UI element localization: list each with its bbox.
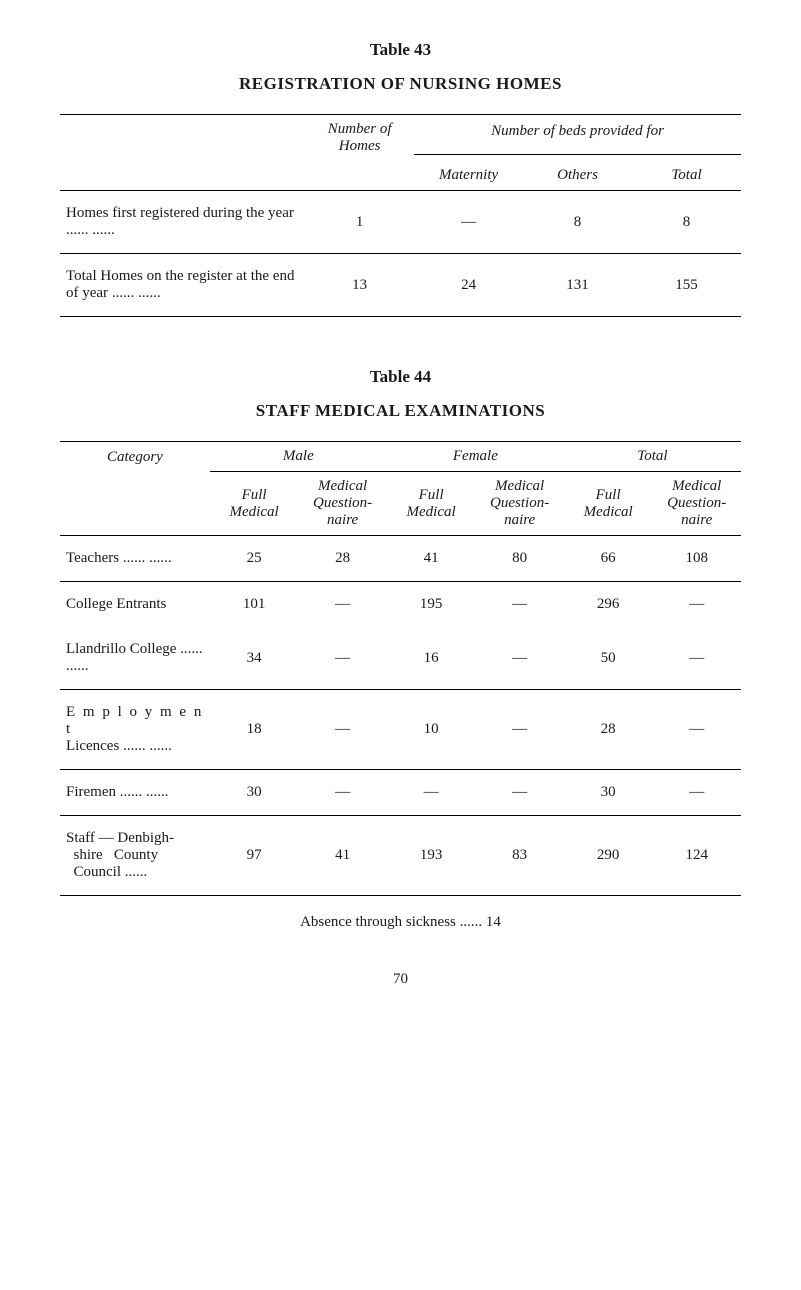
table-row: College Entrants 101 — 195 — 296 —: [60, 582, 741, 627]
t44-h-male: Male: [210, 442, 387, 471]
t44-h-q3: Medical Question-naire: [652, 472, 741, 535]
t44-h-total: Total: [564, 442, 741, 471]
t44-h-q2: Medical Question-naire: [475, 472, 564, 535]
footnote: Absence through sickness ...... 14: [60, 914, 741, 931]
t44-r3-v1: —: [298, 690, 387, 769]
t43-h-beds: Number of beds provided for: [414, 115, 741, 148]
t44-r3-v2: 10: [387, 690, 476, 769]
table43-title: REGISTRATION OF NURSING HOMES: [60, 74, 741, 94]
t44-r2-v3: —: [475, 627, 564, 689]
t43-r1-total: 155: [632, 254, 741, 316]
t44-r0-label: Teachers ...... ......: [60, 536, 210, 581]
t43-r1-others: 131: [523, 254, 632, 316]
t44-r4-v0: 30: [210, 770, 299, 815]
table-row: Homes first registered during the year .…: [60, 191, 741, 253]
t44-r4-label: Firemen ...... ......: [60, 770, 210, 815]
t44-r0-v3: 80: [475, 536, 564, 581]
t44-r5-v4: 290: [564, 816, 653, 895]
t44-r1-v2: 195: [387, 582, 476, 627]
t44-h-q1: Medical Question-naire: [298, 472, 387, 535]
t44-r1-v1: —: [298, 582, 387, 627]
t44-r5-v3: 83: [475, 816, 564, 895]
t43-h-total: Total: [632, 161, 741, 190]
t44-r2-label: Llandrillo College ...... ......: [60, 627, 210, 689]
t43-h-maternity: Maternity: [414, 161, 523, 190]
t43-r0-maternity: —: [414, 191, 523, 253]
t44-r5-v2: 193: [387, 816, 476, 895]
t44-r0-v5: 108: [652, 536, 741, 581]
t44-r3-v5: —: [652, 690, 741, 769]
table-row: Total Homes on the register at the end o…: [60, 254, 741, 316]
t44-r2-v0: 34: [210, 627, 299, 689]
table43-label: Table 43: [60, 40, 741, 60]
t44-h-female: Female: [387, 442, 564, 471]
t43-r1-maternity: 24: [414, 254, 523, 316]
t44-h-cat: Category: [60, 442, 210, 472]
t44-r1-v0: 101: [210, 582, 299, 627]
t43-r0-numhomes: 1: [305, 191, 414, 253]
t44-r5-v1: 41: [298, 816, 387, 895]
table-row: Llandrillo College ...... ...... 34 — 16…: [60, 627, 741, 689]
t44-r3-label: E m p l o y m e n t Licences ...... ....…: [60, 690, 210, 769]
t44-r2-v5: —: [652, 627, 741, 689]
t43-r1-numhomes: 13: [305, 254, 414, 316]
t43-r1-label: Total Homes on the register at the end o…: [60, 254, 305, 316]
table44-title: STAFF MEDICAL EXAMINATIONS: [60, 401, 741, 421]
t44-r4-v5: —: [652, 770, 741, 815]
t43-h-others: Others: [523, 161, 632, 190]
t44-r2-v2: 16: [387, 627, 476, 689]
t44-h-fm1: Full Medical: [210, 472, 299, 535]
t44-r0-v4: 66: [564, 536, 653, 581]
t44-r3-v0: 18: [210, 690, 299, 769]
t44-r4-v1: —: [298, 770, 387, 815]
t44-r4-v4: 30: [564, 770, 653, 815]
t44-r2-v1: —: [298, 627, 387, 689]
t44-r5-v5: 124: [652, 816, 741, 895]
table-row: Teachers ...... ...... 25 28 41 80 66 10…: [60, 536, 741, 581]
t44-r3-v4: 28: [564, 690, 653, 769]
t43-r0-others: 8: [523, 191, 632, 253]
table44-label: Table 44: [60, 367, 741, 387]
t44-r1-v3: —: [475, 582, 564, 627]
t43-r0-label: Homes first registered during the year .…: [60, 191, 305, 253]
t44-r5-v0: 97: [210, 816, 299, 895]
t43-h-numhomes: Number of Homes: [305, 115, 414, 161]
t44-r1-label: College Entrants: [60, 582, 210, 627]
t44-r0-v2: 41: [387, 536, 476, 581]
table44: Category Male Female Total Full Medical …: [60, 441, 741, 896]
t44-r4-v3: —: [475, 770, 564, 815]
t44-h-fm2: Full Medical: [387, 472, 476, 535]
t44-r4-v2: —: [387, 770, 476, 815]
t44-r2-v4: 50: [564, 627, 653, 689]
t44-r0-v0: 25: [210, 536, 299, 581]
table-row: E m p l o y m e n t Licences ...... ....…: [60, 690, 741, 769]
t44-r3-v3: —: [475, 690, 564, 769]
t44-r1-v4: 296: [564, 582, 653, 627]
t43-r0-total: 8: [632, 191, 741, 253]
t44-r5-label: Staff — Denbigh- shire County Council ..…: [60, 816, 210, 895]
table-row: Staff — Denbigh- shire County Council ..…: [60, 816, 741, 895]
table-row: Firemen ...... ...... 30 — — — 30 —: [60, 770, 741, 815]
table43: Number of Homes Number of beds provided …: [60, 114, 741, 317]
t44-r1-v5: —: [652, 582, 741, 627]
page-number: 70: [60, 971, 741, 988]
t44-h-fm3: Full Medical: [564, 472, 653, 535]
t44-r0-v1: 28: [298, 536, 387, 581]
